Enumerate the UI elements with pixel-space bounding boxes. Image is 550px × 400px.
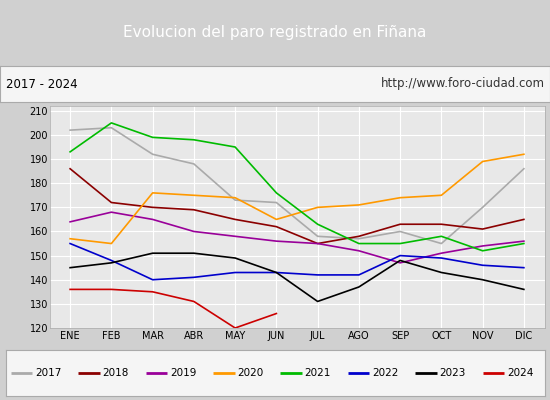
Text: 2023: 2023 [439,368,466,378]
Text: http://www.foro-ciudad.com: http://www.foro-ciudad.com [381,78,544,90]
Text: 2019: 2019 [170,368,196,378]
Text: 2020: 2020 [237,368,263,378]
Text: 2017 - 2024: 2017 - 2024 [6,78,77,90]
Text: 2022: 2022 [372,368,398,378]
Text: 2021: 2021 [305,368,331,378]
Text: Evolucion del paro registrado en Fiñana: Evolucion del paro registrado en Fiñana [123,26,427,40]
Text: 2024: 2024 [507,368,533,378]
Text: 2018: 2018 [102,368,129,378]
Text: 2017: 2017 [35,368,62,378]
